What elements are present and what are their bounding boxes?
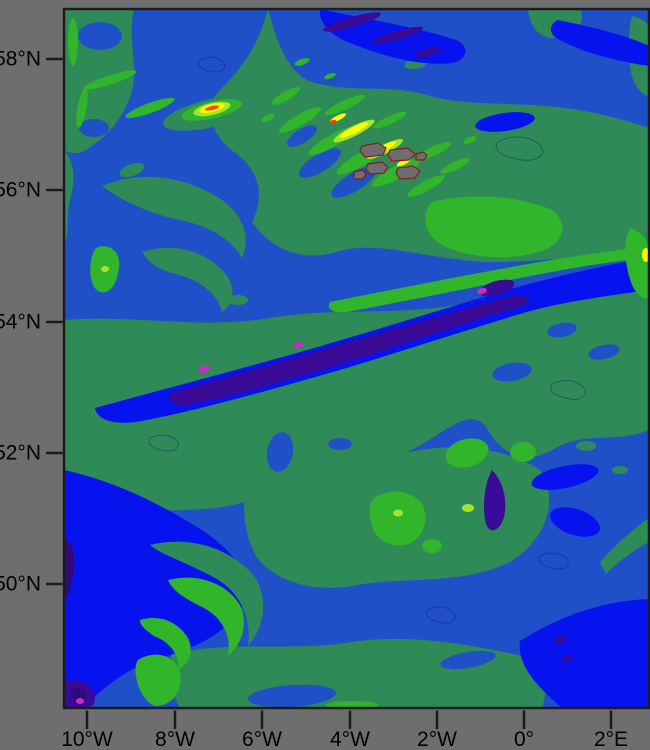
fill-layer-magenta <box>76 287 487 704</box>
map-border <box>62 7 650 710</box>
lon-label-6w: 6°W <box>242 728 282 750</box>
lon-axis-labels: 10°W 8°W 6°W 4°W 2°W 0° 2°E <box>61 728 628 750</box>
lat-label-50n: 50°N <box>0 573 41 596</box>
lat-label-54n: 54°N <box>0 311 41 334</box>
map-field <box>64 9 649 708</box>
contour-lines <box>148 56 586 624</box>
lon-label-2e: 2°E <box>594 728 628 750</box>
lon-label-4w: 4°W <box>330 728 370 750</box>
lon-axis <box>85 710 613 729</box>
lon-label-8w: 8°W <box>155 728 195 750</box>
fill-layer-bright-green <box>68 18 649 708</box>
lon-label-10w: 10°W <box>61 728 113 750</box>
lat-label-58n: 58°N <box>0 48 41 71</box>
lon-label-2w: 2°W <box>417 728 457 750</box>
fill-layer-dark-purple <box>64 538 86 700</box>
lon-label-0: 0° <box>514 728 534 750</box>
lat-axis <box>46 57 63 586</box>
fill-layer-sea-green-curls <box>150 541 264 646</box>
masked-terrain-patches <box>353 142 428 180</box>
lat-label-56n: 56°N <box>0 179 41 202</box>
lat-axis-labels: 58°N 56°N 54°N 52°N 50°N <box>0 48 41 596</box>
fill-layer-medium-blue-pockets <box>78 22 620 708</box>
lat-label-52n: 52°N <box>0 442 41 465</box>
